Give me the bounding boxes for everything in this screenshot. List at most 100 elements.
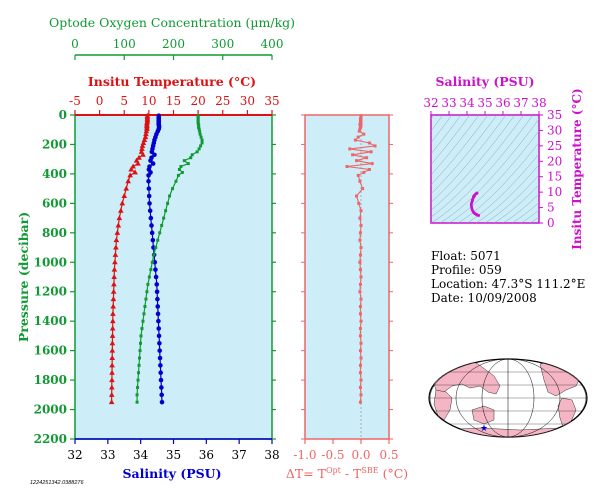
temperature-point: [111, 281, 117, 287]
pressure-tick-label: 800: [42, 226, 67, 240]
oxygen-point: [139, 334, 143, 338]
temperature-tick-label: 35: [264, 94, 279, 108]
salinity-point: [159, 385, 164, 390]
ts-temperature-tick-label: 10: [547, 185, 562, 199]
oxygen-point: [136, 378, 140, 382]
profile-text: Profile: 059: [431, 263, 502, 277]
delta-t-point: [358, 400, 362, 404]
delta-t-point: [358, 231, 362, 235]
salinity-point: [159, 399, 165, 405]
oxygen-point: [200, 138, 204, 142]
delta-t-axis-title: ΔT= TOpt - TSBE (°C): [286, 466, 408, 481]
ts-point: [477, 214, 481, 217]
temperature-point: [116, 215, 123, 221]
temperature-point: [113, 237, 120, 243]
temperature-point: [109, 362, 115, 368]
delta-t-point: [357, 201, 361, 205]
pressure-tick-label: 2000: [34, 403, 67, 417]
delta-t-point: [348, 147, 352, 151]
oxygen-point: [137, 363, 141, 367]
delta-t-point: [358, 238, 362, 242]
pressure-tick-label: 1200: [34, 285, 67, 299]
ts-salinity-tick-label: 35: [477, 96, 492, 110]
delta-t-point: [355, 194, 359, 198]
salinity-tick-label: 36: [199, 448, 214, 462]
delta-t-point: [358, 363, 362, 367]
ts-salinity-tick-label: 38: [531, 96, 546, 110]
oxygen-point: [135, 400, 139, 404]
oxygen-point: [200, 141, 204, 145]
delta-t-point: [358, 334, 362, 338]
delta-t-point: [358, 127, 362, 131]
oxygen-point: [174, 179, 178, 183]
main-series-group: [108, 112, 204, 405]
temperature-point: [132, 169, 138, 175]
temperature-tick-label: 0: [96, 94, 104, 108]
pressure-tick-label: 1400: [34, 314, 67, 328]
oxygen-point: [197, 147, 201, 151]
oxygen-point: [199, 135, 203, 139]
temperature-point: [109, 384, 115, 390]
delta-t-point: [358, 385, 362, 389]
temperature-point: [125, 178, 131, 184]
salinity-point: [157, 340, 162, 346]
temperature-point: [110, 318, 116, 324]
temperature-point: [110, 296, 117, 302]
ts-temperature-tick-label: 35: [547, 108, 562, 122]
oxygen-point: [162, 216, 166, 220]
salinity-point: [152, 152, 157, 158]
salinity-point: [156, 318, 161, 324]
temperature-point: [112, 259, 118, 265]
salinity-point: [149, 223, 154, 228]
pressure-tick-label: 200: [42, 137, 67, 151]
temperature-point: [113, 244, 119, 250]
main-plot-area: [74, 114, 273, 440]
density-contour: [431, 115, 498, 195]
oxygen-point: [149, 268, 153, 272]
salinity-point: [150, 237, 156, 243]
oxygen-point: [195, 150, 199, 154]
delta-t-tick-label: 0.0: [351, 448, 370, 462]
salinity-point: [155, 296, 160, 302]
float-location-star-icon: ★: [480, 424, 488, 434]
salinity-point: [155, 304, 161, 309]
date-text: Date: 10/09/2008: [431, 291, 537, 305]
oxygen-point: [197, 127, 201, 131]
temperature-point: [110, 310, 116, 316]
ts-salinity-tick-label: 33: [441, 96, 456, 110]
oxygen-point: [164, 209, 168, 213]
temperature-tick-label: 10: [141, 94, 156, 108]
delta-t-point: [355, 159, 359, 163]
oxygen-point: [168, 194, 172, 198]
ts-temperature-tick-label: 5: [547, 201, 555, 215]
density-contour: [457, 142, 539, 223]
temperature-tick-label: 20: [190, 94, 205, 108]
ts-temperature-tick-label: 30: [547, 123, 562, 137]
salinity-point: [147, 208, 153, 214]
oxygen-point: [136, 385, 140, 389]
temperature-point: [127, 172, 133, 178]
ts-point: [473, 194, 476, 198]
salinity-tick-label: 37: [232, 448, 247, 462]
oxygen-point: [152, 253, 156, 257]
delta-t-point: [359, 209, 363, 213]
temperature-tick-group: -5 0 5 10 15 20 25 30 35: [69, 94, 280, 115]
temperature-point: [140, 151, 146, 157]
delta-t-plot-area: [304, 114, 390, 440]
oxygen-point: [146, 282, 150, 286]
salinity-point: [148, 215, 154, 221]
density-contour: [520, 209, 539, 223]
land-greenland: [565, 359, 581, 367]
delta-t-point: [359, 378, 363, 382]
delta-t-point: [362, 170, 366, 174]
salinity-point: [146, 193, 152, 199]
location-text: Location: 47.3°S 111.2°E: [431, 277, 585, 291]
oxygen-point: [138, 349, 142, 353]
delta-t-point: [361, 187, 365, 191]
salinity-point: [159, 392, 164, 398]
ts-point: [471, 199, 474, 203]
oxygen-point: [180, 170, 184, 174]
oxygen-point: [138, 356, 142, 360]
pressure-tick-label: 1800: [34, 373, 67, 387]
temperature-point: [139, 145, 145, 151]
